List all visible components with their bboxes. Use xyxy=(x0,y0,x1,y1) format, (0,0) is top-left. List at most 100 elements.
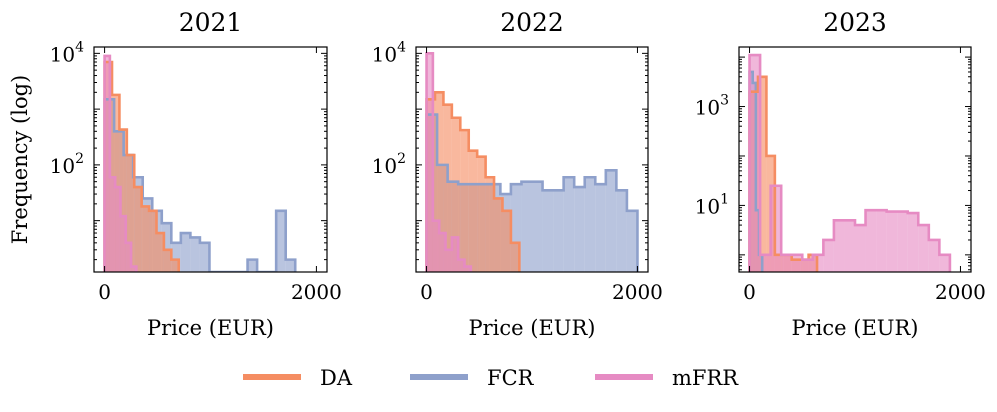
bar-mFRR-1 xyxy=(109,177,116,272)
y-tick-label: 102 xyxy=(50,151,84,178)
bar-DA-7 xyxy=(485,177,495,272)
bar-mFRR-4 xyxy=(451,237,459,272)
outline-DA xyxy=(748,75,819,272)
bar-mFRR-4 xyxy=(125,242,132,272)
bar-FCR-10 xyxy=(199,242,210,272)
bar-FCR-9 xyxy=(190,237,200,272)
series-mFRR xyxy=(426,53,471,272)
bar-mFRR-5 xyxy=(802,259,813,272)
plot-area xyxy=(748,53,952,272)
bar-DA-7 xyxy=(156,233,164,272)
bar-mFRR-18 xyxy=(939,254,950,272)
bar-mFRR-3 xyxy=(781,254,792,272)
bar-FCR-18 xyxy=(616,190,627,272)
bar-FCR-6 xyxy=(161,223,172,272)
legend-label-DA: DA xyxy=(320,366,353,390)
bar-mFRR-12 xyxy=(876,210,887,272)
panel-title: 2021 xyxy=(179,8,243,37)
outline-DA xyxy=(103,60,181,272)
panel-2021: 0 2000 102 104 2021 Price (EUR) Frequency (log… xyxy=(8,8,342,340)
plot-area xyxy=(103,54,297,272)
legend-label-mFRR: mFRR xyxy=(672,366,739,390)
outline-mFRR xyxy=(425,52,473,272)
bar-FCR-15 xyxy=(247,259,258,272)
panel-2023: 0 2000 101 103 2023 Price (EUR) xyxy=(695,8,986,340)
histogram-panels: 0 2000 102 104 2021 Price (EUR) Frequency (log… xyxy=(8,8,986,340)
x-axis-label: Price (EUR) xyxy=(147,316,274,340)
bar-FCR-19 xyxy=(626,210,638,272)
bar-DA-4 xyxy=(134,187,142,272)
panel-2022: 0 2000 102 104 2022 Price (EUR) xyxy=(372,8,663,340)
bar-mFRR-8 xyxy=(833,220,845,272)
bar-DA-1 xyxy=(757,76,767,272)
bar-mFRR-15 xyxy=(907,213,919,272)
bar-mFRR-3 xyxy=(445,249,452,272)
bar-mFRR-3 xyxy=(120,216,126,272)
bar-mFRR-0 xyxy=(104,55,110,272)
bar-mFRR-1 xyxy=(760,254,771,272)
bar-mFRR-1 xyxy=(432,220,440,272)
x-tick-label: 0 xyxy=(743,280,756,304)
legend-label-FCR: FCR xyxy=(487,366,535,390)
axes-frame xyxy=(738,46,972,273)
bar-mFRR-17 xyxy=(928,239,940,272)
y-tick-label: 103 xyxy=(695,93,729,120)
bar-mFRR-9 xyxy=(844,220,855,272)
bar-DA-8 xyxy=(163,249,172,272)
y-tick-label: 104 xyxy=(50,39,84,66)
bar-DA-8 xyxy=(494,198,503,272)
series-mFRR xyxy=(749,55,950,272)
bar-DA-6 xyxy=(477,156,486,272)
bar-mFRR-2 xyxy=(115,187,121,272)
bar-mFRR-10 xyxy=(855,225,866,272)
bar-mFRR-11 xyxy=(865,210,877,272)
bar-DA-5 xyxy=(141,206,150,272)
bar-DA-4 xyxy=(460,130,469,272)
bar-FCR-8 xyxy=(180,233,191,272)
bar-mFRR-5 xyxy=(131,266,137,272)
bar-DA-10 xyxy=(510,242,520,272)
bar-FCR-14 xyxy=(574,187,585,272)
bar-DA-9 xyxy=(171,259,179,272)
y-tick-label: 102 xyxy=(372,151,406,178)
outline-mFRR xyxy=(748,53,952,272)
bar-DA-3 xyxy=(126,155,135,272)
outline-mFRR xyxy=(103,54,138,272)
bar-DA-1 xyxy=(434,92,444,272)
bar-mFRR-16 xyxy=(918,225,929,272)
bar-FCR-8 xyxy=(510,184,522,272)
x-tick-label: 2000 xyxy=(935,280,986,304)
x-tick-label: 2000 xyxy=(291,280,342,304)
x-tick-label: 0 xyxy=(420,280,433,304)
bar-mFRR-14 xyxy=(897,211,908,272)
x-axis-label: Price (EUR) xyxy=(792,316,919,340)
bar-DA-3 xyxy=(451,117,461,272)
x-tick-label: 0 xyxy=(98,280,111,304)
bar-mFRR-4 xyxy=(791,254,803,272)
x-axis-label: Price (EUR) xyxy=(469,316,596,340)
bar-mFRR-5 xyxy=(458,259,465,272)
panel-title: 2023 xyxy=(823,8,887,37)
series-mFRR xyxy=(104,55,137,272)
y-axis-label: Frequency (log) xyxy=(8,75,32,244)
axes-frame xyxy=(415,46,649,273)
bar-mFRR-13 xyxy=(886,211,898,272)
bar-FCR-11 xyxy=(542,190,554,272)
bar-DA-9 xyxy=(502,210,511,272)
bar-FCR-17 xyxy=(605,170,617,272)
outline-FCR xyxy=(425,113,639,272)
bar-FCR-10 xyxy=(532,181,543,272)
bar-FCR-15 xyxy=(584,177,596,272)
y-tick-label: 101 xyxy=(695,191,729,218)
bar-FCR-12 xyxy=(553,190,564,272)
bar-FCR-16 xyxy=(595,184,606,272)
bar-DA-2 xyxy=(119,129,127,272)
outline-DA xyxy=(425,91,521,272)
bar-FCR-18 xyxy=(276,210,286,272)
bar-FCR-7 xyxy=(171,242,181,272)
bar-mFRR-6 xyxy=(464,266,471,272)
plot-area xyxy=(425,52,639,272)
bar-FCR-9 xyxy=(521,181,532,272)
bar-mFRR-2 xyxy=(439,233,446,272)
